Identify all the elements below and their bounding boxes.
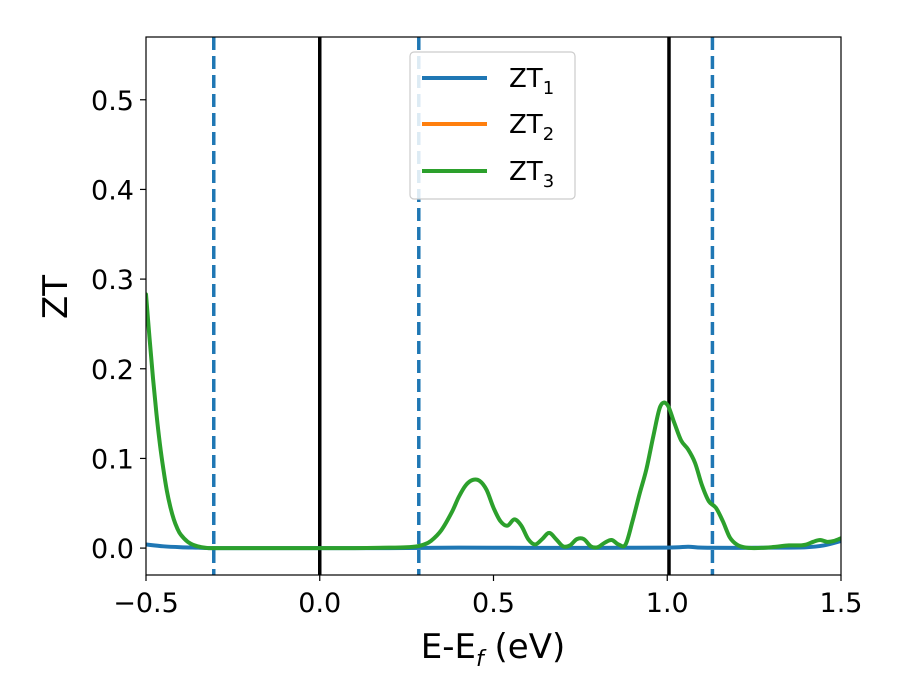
x-tick-label-0: −0.5 xyxy=(113,588,179,619)
legend: ZT1 ZT2 ZT3 xyxy=(409,51,576,200)
x-axis-ticks: −0.5 0.0 0.5 1.0 1.5 xyxy=(113,575,862,619)
legend-entry-zt3: ZT3 xyxy=(509,157,554,192)
vertical-lines xyxy=(212,37,715,575)
y-tick-label-3: 0.3 xyxy=(91,265,134,296)
y-tick-label-0: 0.0 xyxy=(91,534,134,565)
y-tick-label-5: 0.5 xyxy=(91,86,134,117)
series-lines xyxy=(146,292,841,551)
x-tick-label-2: 0.5 xyxy=(472,588,515,619)
legend-frame xyxy=(409,51,576,200)
x-axis-label: E-Ef (eV) xyxy=(421,627,566,672)
x-tick-label-1: 0.0 xyxy=(298,588,341,619)
y-axis-ticks: 0.0 0.1 0.2 0.3 0.4 0.5 xyxy=(91,86,146,565)
series-line-zt3 xyxy=(146,292,841,551)
y-tick-label-4: 0.4 xyxy=(91,175,134,206)
legend-entry-zt1: ZT1 xyxy=(509,64,554,99)
y-axis-label: ZT xyxy=(36,275,76,319)
x-tick-label-4: 1.5 xyxy=(820,588,863,619)
x-tick-label-3: 1.0 xyxy=(646,588,689,619)
y-tick-label-2: 0.2 xyxy=(91,355,134,386)
y-tick-label-1: 0.1 xyxy=(91,444,134,475)
legend-entry-zt2: ZT2 xyxy=(509,110,554,145)
